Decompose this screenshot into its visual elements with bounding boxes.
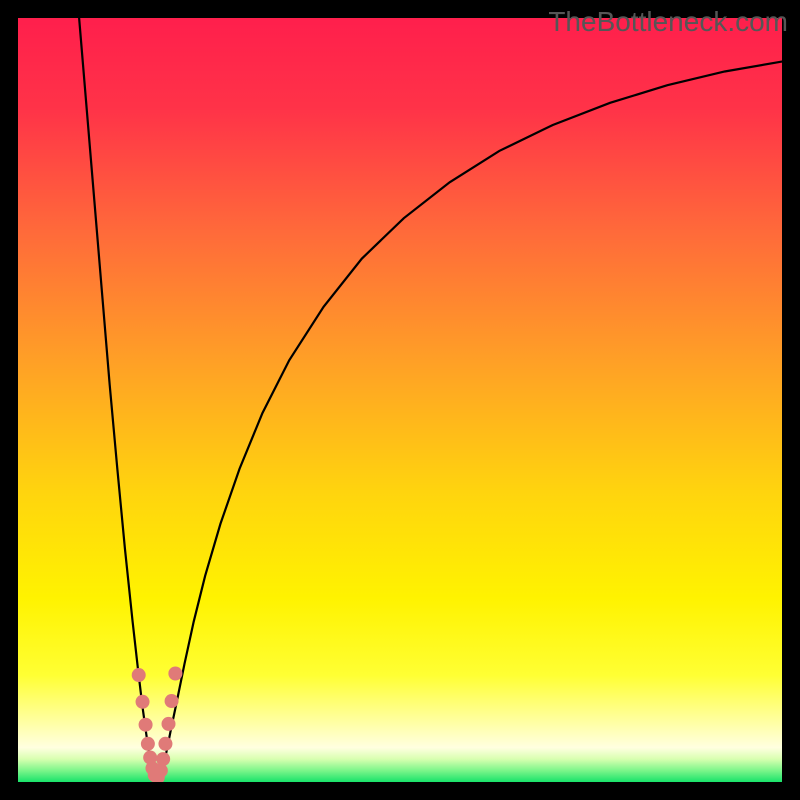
marker-dot (168, 667, 182, 681)
marker-dot (158, 737, 172, 751)
marker-dot (141, 737, 155, 751)
gradient-background (18, 18, 782, 782)
marker-dot (162, 717, 176, 731)
chart-frame: TheBottleneck.com (0, 0, 800, 800)
marker-dot (136, 695, 150, 709)
watermark-text: TheBottleneck.com (548, 6, 788, 38)
marker-dot (165, 694, 179, 708)
marker-dot (139, 718, 153, 732)
plot-svg (18, 18, 782, 782)
marker-dot (132, 668, 146, 682)
plot-area (18, 18, 782, 782)
marker-dot (156, 752, 170, 766)
